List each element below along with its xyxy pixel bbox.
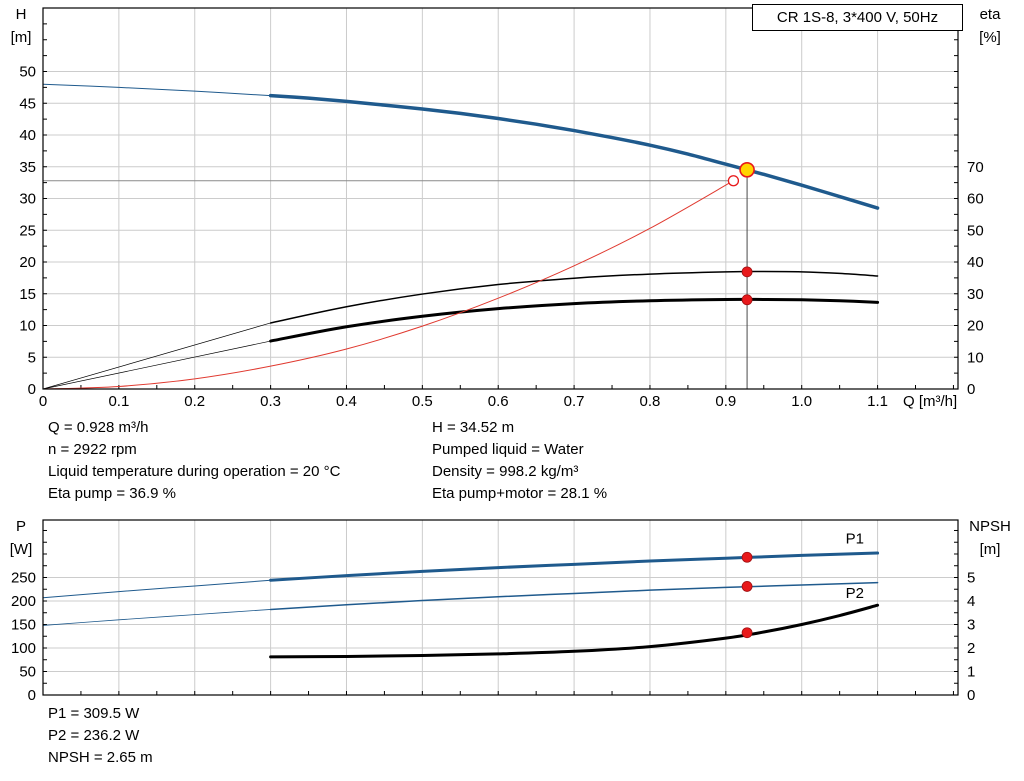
eta-axis-label: eta bbox=[979, 6, 1001, 23]
y-right-tick-label: 30 bbox=[967, 286, 984, 303]
system-curve bbox=[42, 180, 734, 390]
x-tick-label: 0.3 bbox=[260, 393, 281, 410]
p1-curve bbox=[269, 551, 880, 582]
p1-leadin bbox=[42, 579, 272, 599]
eta-pump-marker bbox=[741, 266, 753, 278]
eta-pump-leadin bbox=[42, 322, 271, 390]
y-right-tick-label: 0 bbox=[967, 381, 975, 398]
npsh-axis-label: NPSH bbox=[969, 518, 1011, 535]
x-tick-label: 0.1 bbox=[108, 393, 129, 410]
q-axis-label: Q [m³/h] bbox=[903, 393, 958, 410]
y-left-tick-label: 0 bbox=[28, 381, 36, 398]
eta-pump-motor-marker bbox=[741, 294, 753, 306]
y-left-tick-label: 50 bbox=[19, 663, 36, 680]
y-right-tick-label: 20 bbox=[967, 318, 984, 335]
info-eta-pump: Eta pump = 36.9 % bbox=[48, 485, 176, 502]
y-left-tick-label: 15 bbox=[19, 286, 36, 303]
h-curve bbox=[268, 93, 880, 210]
y-right-tick-label: 4 bbox=[967, 593, 975, 610]
y-left-tick-label: 100 bbox=[11, 640, 36, 657]
head-efficiency-chart: 0 0.1 0.2 0.3 0.4 0.5 0.6 0.7 0.8 0.9 1.0 1.1 0 5 10 15… bbox=[19, 7, 984, 410]
info-p1: P1 = 309.5 W bbox=[48, 705, 140, 722]
npsh-duty-marker bbox=[741, 627, 753, 639]
x-tick-label: 0.4 bbox=[336, 393, 357, 410]
pump-model-box: CR 1S-8, 3*400 V, 50Hz bbox=[752, 4, 963, 31]
power-npsh-chart-frame bbox=[42, 519, 959, 696]
y-right-tick-label: 10 bbox=[967, 349, 984, 366]
h-axis-unit: [m] bbox=[10, 29, 32, 46]
x-tick-label: 1.1 bbox=[867, 393, 888, 410]
info-p2: P2 = 236.2 W bbox=[48, 727, 140, 744]
p1-curve-label: P1 bbox=[846, 531, 864, 548]
eta-pump-motor-leadin bbox=[42, 340, 271, 390]
info-speed: n = 2922 rpm bbox=[48, 441, 137, 458]
eta-axis-unit: [%] bbox=[979, 29, 1001, 46]
y-right-tick-label: 2 bbox=[967, 640, 975, 657]
x-tick-label: 0.9 bbox=[715, 393, 736, 410]
x-tick-label: 0.2 bbox=[184, 393, 205, 410]
y-left-tick-label: 10 bbox=[19, 318, 36, 335]
actual-duty-marker bbox=[739, 161, 755, 178]
y-left-tick-label: 0 bbox=[28, 687, 36, 704]
eta-pump-curve bbox=[269, 270, 879, 324]
y-right-tick-label: 40 bbox=[967, 254, 984, 271]
y-right-tick-label: 0 bbox=[967, 687, 975, 704]
p2-curve bbox=[269, 581, 879, 611]
x-tick-label: 0.8 bbox=[640, 393, 661, 410]
info-density: Density = 998.2 kg/m³ bbox=[432, 463, 579, 480]
y-right-tick-label: 50 bbox=[967, 222, 984, 239]
p-axis-label: P bbox=[15, 518, 26, 535]
eta-pump-motor-curve bbox=[269, 297, 880, 343]
x-tick-label: 0.5 bbox=[412, 393, 433, 410]
x-tick-label: 0.7 bbox=[564, 393, 585, 410]
p-axis-unit: [W] bbox=[9, 541, 33, 558]
info-liquid: Pumped liquid = Water bbox=[432, 441, 584, 458]
x-tick-label: 0 bbox=[39, 393, 47, 410]
p2-curve-label: P2 bbox=[846, 585, 864, 602]
info-head: H = 34.52 m bbox=[432, 419, 515, 436]
info-temperature: Liquid temperature during operation = 20… bbox=[48, 463, 341, 480]
head-efficiency-chart-frame bbox=[42, 7, 959, 390]
y-left-tick-label: 50 bbox=[19, 64, 36, 81]
y-left-tick-label: 25 bbox=[19, 222, 36, 239]
x-tick-label: 1.0 bbox=[791, 393, 812, 410]
y-left-tick-label: 40 bbox=[19, 127, 36, 144]
power-npsh-chart: P1 P2 0 50 100 150 200 250 0 1 2 3 4 5 bbox=[11, 519, 975, 704]
h-axis-label: H bbox=[15, 6, 27, 23]
y-left-tick-label: 150 bbox=[11, 616, 36, 633]
y-left-tick-label: 35 bbox=[19, 159, 36, 176]
info-flow: Q = 0.928 m³/h bbox=[48, 419, 149, 436]
y-left-tick-label: 5 bbox=[28, 349, 36, 366]
info-eta-pump-motor: Eta pump+motor = 28.1 % bbox=[432, 485, 608, 502]
p2-duty-marker bbox=[741, 581, 753, 592]
y-left-tick-label: 20 bbox=[19, 254, 36, 271]
x-tick-label: 0.6 bbox=[488, 393, 509, 410]
requested-duty-marker bbox=[727, 175, 740, 187]
y-right-tick-label: 70 bbox=[967, 159, 984, 176]
pump-model-label: CR 1S-8, 3*400 V, 50Hz bbox=[776, 9, 939, 26]
y-left-tick-label: 250 bbox=[11, 569, 36, 586]
p1-duty-marker bbox=[741, 551, 753, 563]
h-curve-leadin bbox=[42, 83, 272, 97]
y-right-tick-label: 3 bbox=[967, 616, 975, 633]
y-right-tick-label: 1 bbox=[967, 663, 975, 680]
info-npsh: NPSH = 2.65 m bbox=[48, 749, 153, 766]
p2-leadin bbox=[42, 609, 272, 626]
npsh-axis-unit: [m] bbox=[979, 541, 1001, 558]
y-left-tick-label: 45 bbox=[19, 95, 36, 112]
y-right-tick-label: 60 bbox=[967, 191, 984, 208]
y-left-tick-label: 30 bbox=[19, 191, 36, 208]
y-left-tick-label: 200 bbox=[11, 593, 36, 610]
npsh-curve bbox=[269, 603, 880, 659]
y-right-tick-label: 5 bbox=[967, 569, 975, 586]
